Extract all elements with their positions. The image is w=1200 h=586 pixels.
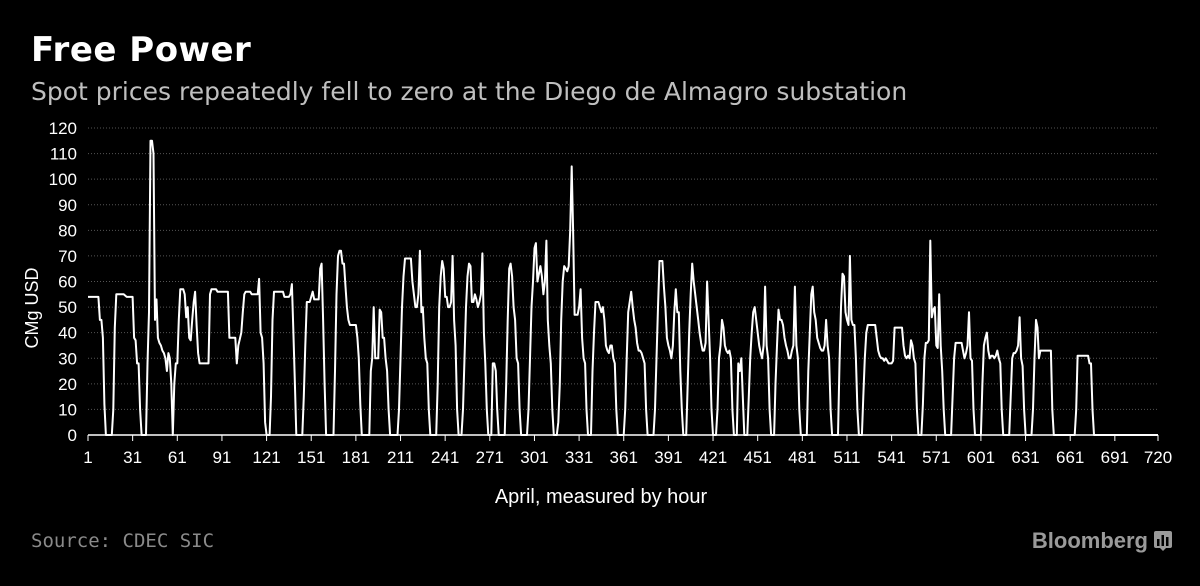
x-tick-label: 451 xyxy=(743,448,771,467)
y-tick-label: 0 xyxy=(68,426,77,445)
x-tick-label: 61 xyxy=(168,448,187,467)
y-tick-label: 30 xyxy=(58,349,77,368)
x-tick-label: 121 xyxy=(252,448,280,467)
x-tick-label: 720 xyxy=(1144,448,1172,467)
x-tick-label: 391 xyxy=(654,448,682,467)
chart-title: Free Power xyxy=(31,30,252,70)
grid-layer xyxy=(88,127,1158,410)
y-tick-label: 110 xyxy=(50,145,77,164)
x-tick-label: 91 xyxy=(212,448,231,467)
x-tick-label: 151 xyxy=(297,448,325,467)
x-tick-label: 211 xyxy=(387,448,414,467)
axis-layer: 0 10 20 30 40 50 60 70 80 90 100 110 120 1 31 61 91 121 15… xyxy=(49,119,1173,467)
x-tick-label: 271 xyxy=(476,448,504,467)
chart-subtitle: Spot prices repeatedly fell to zero at t… xyxy=(31,77,908,106)
x-tick-label: 241 xyxy=(431,448,459,467)
spot-price-series-line xyxy=(88,139,1158,436)
x-tick-label: 481 xyxy=(788,448,816,467)
bloomberg-chart-icon xyxy=(1154,531,1172,551)
y-tick-label: 120 xyxy=(49,119,77,138)
x-tick-label: 571 xyxy=(922,448,950,467)
y-tick-label: 90 xyxy=(58,196,77,215)
brand-name: Bloomberg xyxy=(1031,528,1148,553)
x-tick-label: 181 xyxy=(342,448,370,467)
source-note: Source: CDEC SIC xyxy=(31,530,215,552)
y-tick-label: 100 xyxy=(49,170,77,189)
y-tick-label: 20 xyxy=(58,375,77,394)
x-tick-label: 1 xyxy=(83,448,92,467)
x-tick-label: 31 xyxy=(123,448,142,467)
x-tick-label: 601 xyxy=(967,448,995,467)
brand-logo: Bloomberg xyxy=(1032,528,1172,554)
x-tick-label: 301 xyxy=(520,448,548,467)
y-tick-label: 80 xyxy=(58,221,77,240)
series-layer xyxy=(88,139,1158,436)
x-tick-label: 511 xyxy=(833,448,860,467)
x-tick-label: 631 xyxy=(1011,448,1039,467)
x-axis-label: April, measured by hour xyxy=(495,486,708,508)
y-tick-label: 50 xyxy=(58,298,77,317)
x-tick-label: 421 xyxy=(699,448,727,467)
y-tick-label: 40 xyxy=(58,324,77,343)
x-tick-label: 541 xyxy=(877,448,905,467)
x-tick-label: 661 xyxy=(1056,448,1084,467)
y-axis-label: CMg USD xyxy=(22,267,42,348)
y-tick-label: 10 xyxy=(58,400,77,419)
y-tick-label: 60 xyxy=(58,273,77,292)
x-tick-label: 691 xyxy=(1101,448,1129,467)
x-tick-label: 361 xyxy=(610,448,638,467)
y-tick-label: 70 xyxy=(58,247,77,266)
x-tick-label: 331 xyxy=(565,448,593,467)
